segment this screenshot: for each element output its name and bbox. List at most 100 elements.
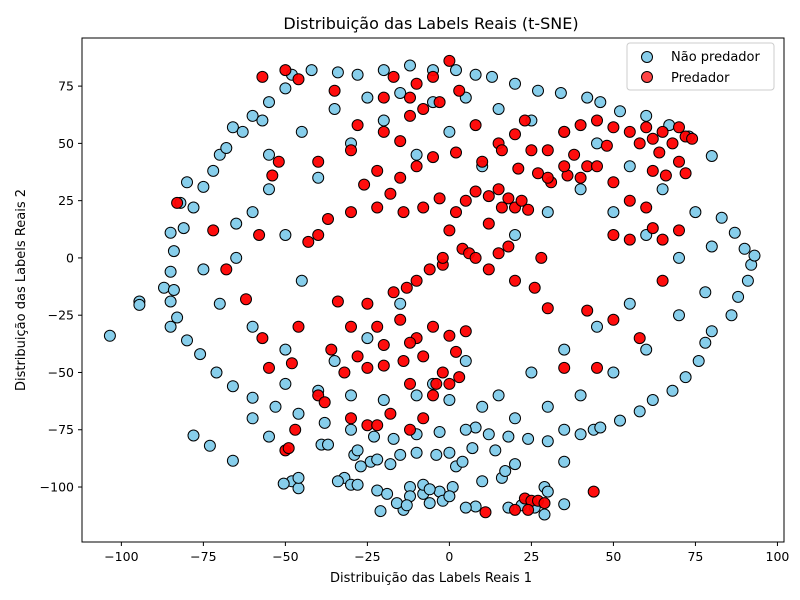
point-nao-predador [673,251,685,264]
point-nao-predador [450,64,462,77]
y-axis: −100 −75 −50 −25 0 25 50 75 [40,79,82,495]
point-nao-predador [509,77,521,90]
x-tick-label: 75 [687,549,703,564]
point-nao-predador [354,460,367,473]
point-nao-predador [492,103,505,115]
point-predador [518,114,531,127]
point-nao-predador [263,183,275,196]
point-nao-predador [305,64,318,77]
point-nao-predador [623,297,636,310]
point-nao-predador [594,96,607,109]
point-nao-predador [574,183,587,196]
y-tick-label: −50 [48,365,74,380]
plot-frame [81,37,785,543]
point-nao-predador [705,325,718,338]
point-nao-predador [236,125,249,138]
point-predador [285,357,298,370]
point-predador [640,201,653,214]
point-nao-predador [133,298,146,311]
point-nao-predador [167,284,180,296]
point-predador [646,164,659,177]
point-predador [410,77,423,90]
point-nao-predador [167,245,180,258]
point-nao-predador [295,274,308,287]
point-predador [535,251,548,264]
point-predador [607,313,620,326]
point-nao-predador [345,389,357,402]
point-nao-predador [541,485,554,498]
point-predador [482,263,495,276]
point-predador [679,167,692,180]
data-points [103,54,761,521]
point-nao-predador [469,68,482,81]
point-predador [591,361,603,374]
point-predador [404,377,416,390]
point-predador [653,146,666,159]
point-predador [377,91,390,104]
point-predador [673,224,685,237]
point-nao-predador [345,423,357,436]
point-predador [361,297,374,310]
point-nao-predador [103,329,116,342]
point-nao-predador [246,206,259,219]
point-nao-predador [699,336,712,349]
point-predador [433,96,446,109]
point-predador [394,135,407,148]
point-nao-predador [269,400,282,413]
point-predador [450,345,462,358]
legend-marker-predador [641,71,653,83]
point-predador [400,281,413,294]
point-nao-predador [541,400,554,413]
point-nao-predador [486,70,498,83]
point-predador [591,160,603,173]
point-predador [443,54,456,67]
point-nao-predador [581,91,594,104]
point-nao-predador [361,332,374,345]
point-predador [541,302,554,315]
point-predador [312,229,325,241]
point-predador [417,350,430,363]
point-nao-predador [443,394,456,406]
point-nao-predador [246,412,259,425]
point-predador [436,251,449,264]
point-predador [302,235,315,248]
point-nao-predador [646,394,659,406]
point-predador [443,224,456,237]
point-predador [377,339,390,351]
point-predador [607,229,620,241]
point-predador [272,155,285,168]
point-nao-predador [466,442,479,455]
point-predador [623,233,636,246]
point-nao-predador [279,377,292,390]
point-predador [509,274,521,287]
point-nao-predador [574,428,587,441]
x-tick-label: −100 [104,549,138,564]
point-nao-predador [404,59,416,72]
point-predador [207,224,220,237]
point-predador [351,350,364,363]
point-predador [427,151,439,164]
point-predador [417,412,430,425]
point-nao-predador [158,281,170,294]
point-predador [318,396,331,409]
point-nao-predador [522,432,535,445]
point-nao-predador [368,430,380,443]
point-nao-predador [279,82,292,95]
point-nao-predador [213,297,226,310]
point-predador [469,251,482,264]
series-predador [171,54,699,519]
point-predador [292,320,305,333]
point-nao-predador [226,380,239,393]
point-predador [515,194,528,207]
point-predador [492,183,505,196]
point-predador [541,171,554,184]
point-predador [453,84,466,97]
point-nao-predador [554,87,567,99]
point-nao-predador [741,274,754,287]
point-nao-predador [371,484,384,497]
point-nao-predador [279,229,292,241]
point-predador [387,286,400,299]
point-predador [522,503,535,516]
point-predador [417,103,430,115]
